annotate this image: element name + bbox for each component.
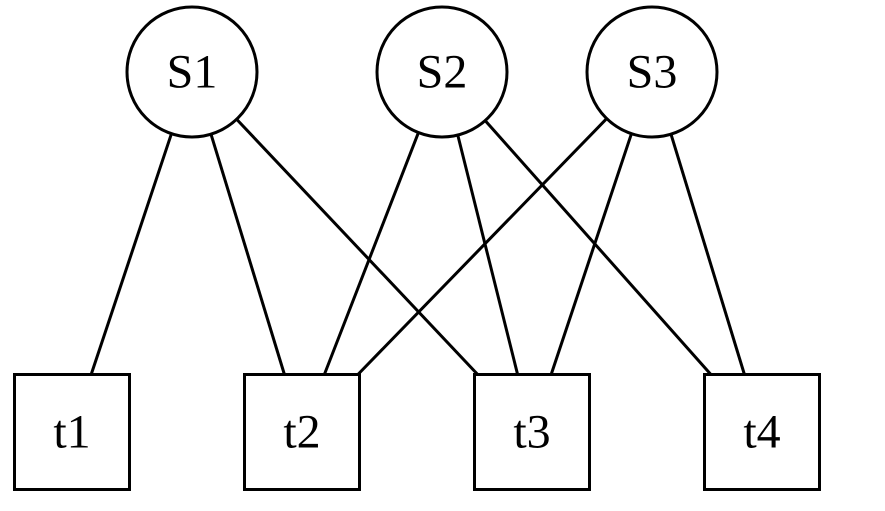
edge-S3-t2 (358, 119, 607, 375)
edge-S3-t4 (671, 134, 744, 374)
node-label-S2: S2 (417, 46, 468, 99)
node-t2: t2 (245, 375, 360, 490)
node-t1: t1 (15, 375, 130, 490)
edge-S3-t3 (551, 134, 631, 375)
node-label-t4: t4 (743, 406, 780, 459)
node-t3: t3 (475, 375, 590, 490)
edges-layer (91, 119, 744, 375)
edge-S2-t3 (458, 135, 518, 374)
bipartite-graph-diagram: S1 S2 S3 t1 t2 t3 t4 (0, 0, 885, 511)
edge-S1-t1 (91, 134, 171, 375)
edge-S1-t2 (211, 134, 284, 374)
node-label-t3: t3 (513, 406, 550, 459)
node-label-t2: t2 (283, 406, 320, 459)
node-label-S1: S1 (167, 46, 218, 99)
node-label-t1: t1 (53, 406, 90, 459)
node-S1: S1 (127, 7, 257, 137)
node-label-S3: S3 (627, 46, 678, 99)
node-S3: S3 (587, 7, 717, 137)
edge-S2-t2 (324, 133, 418, 375)
node-S2: S2 (377, 7, 507, 137)
nodes-layer: S1 S2 S3 t1 t2 t3 t4 (15, 7, 820, 490)
node-t4: t4 (705, 375, 820, 490)
